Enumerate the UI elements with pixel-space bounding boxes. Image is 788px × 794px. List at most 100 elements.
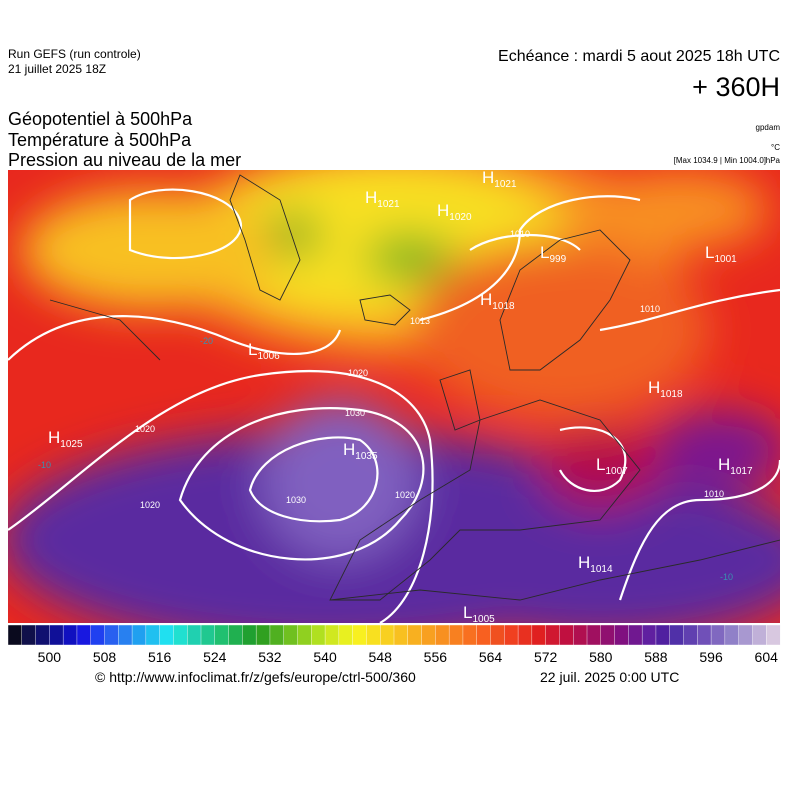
- colorbar-swatch: [504, 624, 519, 646]
- center-type: H: [578, 553, 590, 572]
- colorbar-swatch: [49, 624, 64, 646]
- pressure-center: H1035: [343, 440, 378, 462]
- center-type: H: [648, 378, 660, 397]
- pressure-center: H1018: [648, 378, 683, 400]
- isobar-label: 1013: [410, 316, 430, 326]
- pressure-center: H1021: [482, 168, 517, 190]
- center-pressure: 1018: [492, 301, 515, 312]
- colorbar-tick-label: 500: [38, 649, 62, 665]
- colorbar-swatch: [669, 624, 685, 646]
- footer-url: © http://www.infoclimat.fr/z/gefs/europe…: [95, 669, 416, 685]
- colorbar-swatch: [76, 624, 92, 646]
- center-type: L: [596, 455, 605, 474]
- colorbar-swatch: [655, 624, 671, 646]
- colorbar-tick-label: 556: [424, 649, 448, 665]
- colorbar-tick-label: 588: [644, 649, 668, 665]
- colorbar-tick-label: 572: [534, 649, 558, 665]
- colorbar-swatch: [421, 624, 436, 646]
- colorbar-swatch: [683, 624, 698, 646]
- pressure-center: L1007: [596, 455, 628, 477]
- field: Géopotentiel à 500hPa: [8, 109, 193, 129]
- pressure-center: H1020: [437, 201, 472, 223]
- colorbar-tick-label: 604: [755, 649, 779, 665]
- colorbar-swatch: [324, 624, 340, 646]
- colorbar-swatch: [586, 624, 602, 646]
- center-pressure: 1020: [449, 212, 472, 223]
- center-type: H: [343, 440, 355, 459]
- run: Run GEFS (run controle): [8, 47, 141, 61]
- isobar-label: 1010: [510, 229, 530, 239]
- isobar-label: 1030: [286, 495, 306, 505]
- colorbar-swatch: [462, 624, 478, 646]
- pressure-center: L1005: [463, 603, 495, 625]
- colorbar-tick-label: 596: [699, 649, 723, 665]
- temperature-label: -20: [200, 336, 213, 346]
- isobar-label: 1030: [345, 408, 365, 418]
- colorbar-swatch: [297, 624, 312, 646]
- footer-date: 22 juil. 2025 0:00 UTC: [540, 669, 679, 685]
- colorbar-swatch: [200, 624, 216, 646]
- colorbar-tick-label: 564: [479, 649, 503, 665]
- pressure-center: H1025: [48, 428, 83, 450]
- center-pressure: 1021: [494, 179, 517, 190]
- colorbar: 500 508 516 524 532 540 548 556 564 572 580 588 596 6…: [7, 624, 781, 665]
- colorbar-swatch: [517, 624, 533, 646]
- colorbar-swatch: [628, 624, 643, 646]
- pressure-center: L1001: [705, 243, 737, 265]
- center-pressure: 1035: [355, 451, 378, 462]
- field: Pression au niveau de la mer: [8, 150, 241, 170]
- center-pressure: 1006: [257, 351, 280, 362]
- colorbar-swatch: [766, 624, 781, 646]
- center-type: H: [48, 428, 60, 447]
- colorbar-tick-label: 524: [203, 649, 227, 665]
- isobar-label: 1020: [135, 424, 155, 434]
- colorbar-swatch: [545, 624, 560, 646]
- center-pressure: 1005: [472, 614, 495, 625]
- colorbar-tick-label: 580: [589, 649, 613, 665]
- colorbar-swatch: [283, 624, 299, 646]
- temperature-label: -10: [720, 572, 733, 582]
- center-type: H: [718, 455, 730, 474]
- colorbar-swatch: [559, 624, 574, 646]
- pressure-center: H1014: [578, 553, 613, 575]
- colorbar-swatch: [366, 624, 381, 646]
- center-pressure: 1018: [660, 389, 683, 400]
- colorbar-tick-label: 508: [93, 649, 117, 665]
- colorbar-swatch: [448, 624, 464, 646]
- colorbar-swatch: [600, 624, 616, 646]
- colorbar-swatch: [311, 624, 326, 646]
- colorbar-swatch: [131, 624, 147, 646]
- colorbar-swatch: [573, 624, 588, 646]
- colorbar-swatch: [352, 624, 367, 646]
- colorbar-swatch: [407, 624, 423, 646]
- center-type: L: [463, 603, 472, 622]
- colorbar-swatch: [145, 624, 161, 646]
- center-type: L: [248, 340, 257, 359]
- colorbar-swatch: [118, 624, 133, 646]
- colorbar-tick-label: 548: [369, 649, 393, 665]
- colorbar-tick-label: 540: [313, 649, 337, 665]
- colorbar-swatch: [90, 624, 106, 646]
- colorbar-swatch: [338, 624, 354, 646]
- colorbar-swatch: [62, 624, 78, 646]
- isobar-label: 1020: [395, 490, 415, 500]
- colorbar-swatch: [269, 624, 285, 646]
- colorbar-swatch: [490, 624, 505, 646]
- colorbar-swatch: [228, 624, 243, 646]
- colorbar-swatch: [393, 624, 409, 646]
- isobar-label: 1020: [348, 368, 368, 378]
- lead-time: + 360H: [692, 72, 780, 102]
- center-pressure: 1025: [60, 439, 83, 450]
- run-date: 21 juillet 2025 18Z: [8, 62, 106, 76]
- center-pressure: 1001: [714, 254, 737, 265]
- pressure-center: H1017: [718, 455, 753, 477]
- unit: hPa: [766, 156, 781, 165]
- isobar-label: 1020: [140, 500, 160, 510]
- temperature-label: -10: [38, 460, 51, 470]
- pressure-center: L999: [540, 243, 567, 265]
- center-type: L: [705, 243, 714, 262]
- unit: °C: [771, 143, 780, 152]
- colorbar-swatch: [710, 624, 726, 646]
